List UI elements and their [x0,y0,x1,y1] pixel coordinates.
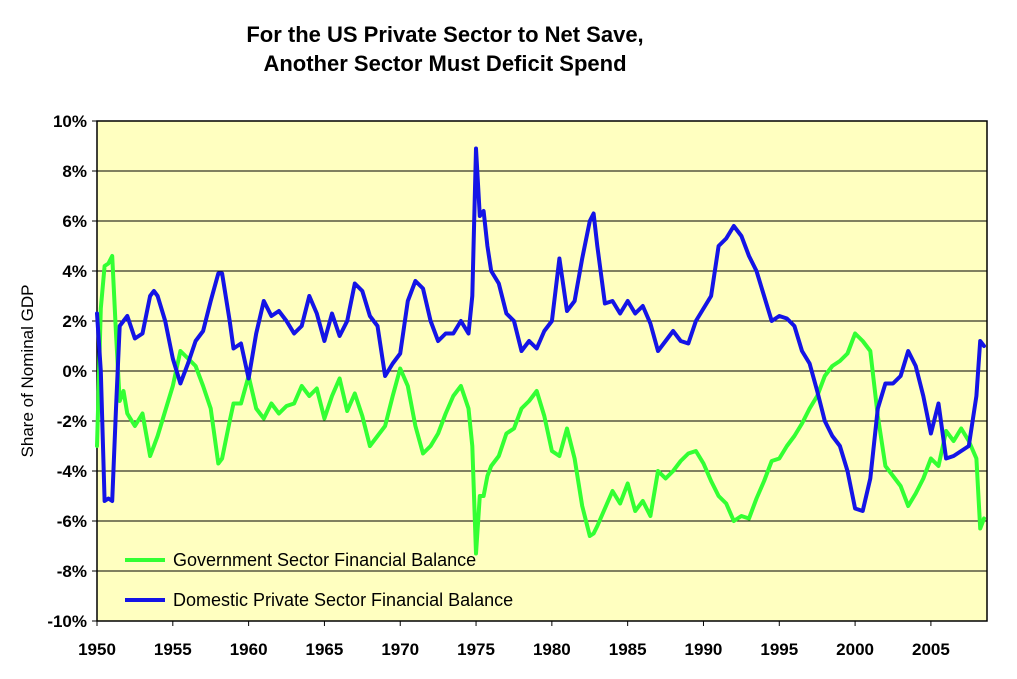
gridlines [97,170,987,572]
x-tick-label: 1960 [230,640,268,659]
y-tick-label: 2% [62,312,87,331]
y-tick-label: 10% [53,112,87,131]
y-tick-label: 6% [62,212,87,231]
y-tick-label: -8% [57,562,87,581]
x-tick-label: 1980 [533,640,571,659]
series-line-government [95,254,986,556]
y-tick-label: -2% [57,412,87,431]
x-tick-label: 1985 [609,640,647,659]
y-tick-label: -4% [57,462,87,481]
x-tick-label: 1995 [760,640,798,659]
legend-label-government: Government Sector Financial Balance [173,550,476,570]
x-tick-label: 2000 [836,640,874,659]
x-tick-label: 1990 [685,640,723,659]
y-tick-label: 0% [62,362,87,381]
y-tick-label: 4% [62,262,87,281]
y-tick-label: -10% [47,612,87,631]
chart-subtitle: Another Sector Must Deficit Spend [263,51,627,76]
chart-title: For the US Private Sector to Net Save, [246,22,644,47]
y-tick-label: -6% [57,512,87,531]
y-axis-label: Share of Nominal GDP [18,285,37,458]
y-tick-label: 8% [62,162,87,181]
x-axis-ticks: 1950 1955 1960 1965 1970 1975 1980 1985 1990 1995… [78,621,950,659]
x-tick-label: 1965 [306,640,344,659]
series-layer [95,146,986,556]
x-tick-label: 1970 [381,640,419,659]
chart-title-block: For the US Private Sector to Net Save, A… [100,20,790,78]
series-line-private [95,146,986,513]
x-tick-label: 1955 [154,640,192,659]
x-tick-label: 1950 [78,640,116,659]
legend: Government Sector Financial Balance Dome… [125,550,513,610]
x-tick-label: 2005 [912,640,950,659]
y-axis-ticks: 10% 8% 6% 4% 2% 0% -2% -4% -6% -8% -10% [47,112,97,631]
legend-label-private: Domestic Private Sector Financial Balanc… [173,590,513,610]
x-tick-label: 1975 [457,640,495,659]
